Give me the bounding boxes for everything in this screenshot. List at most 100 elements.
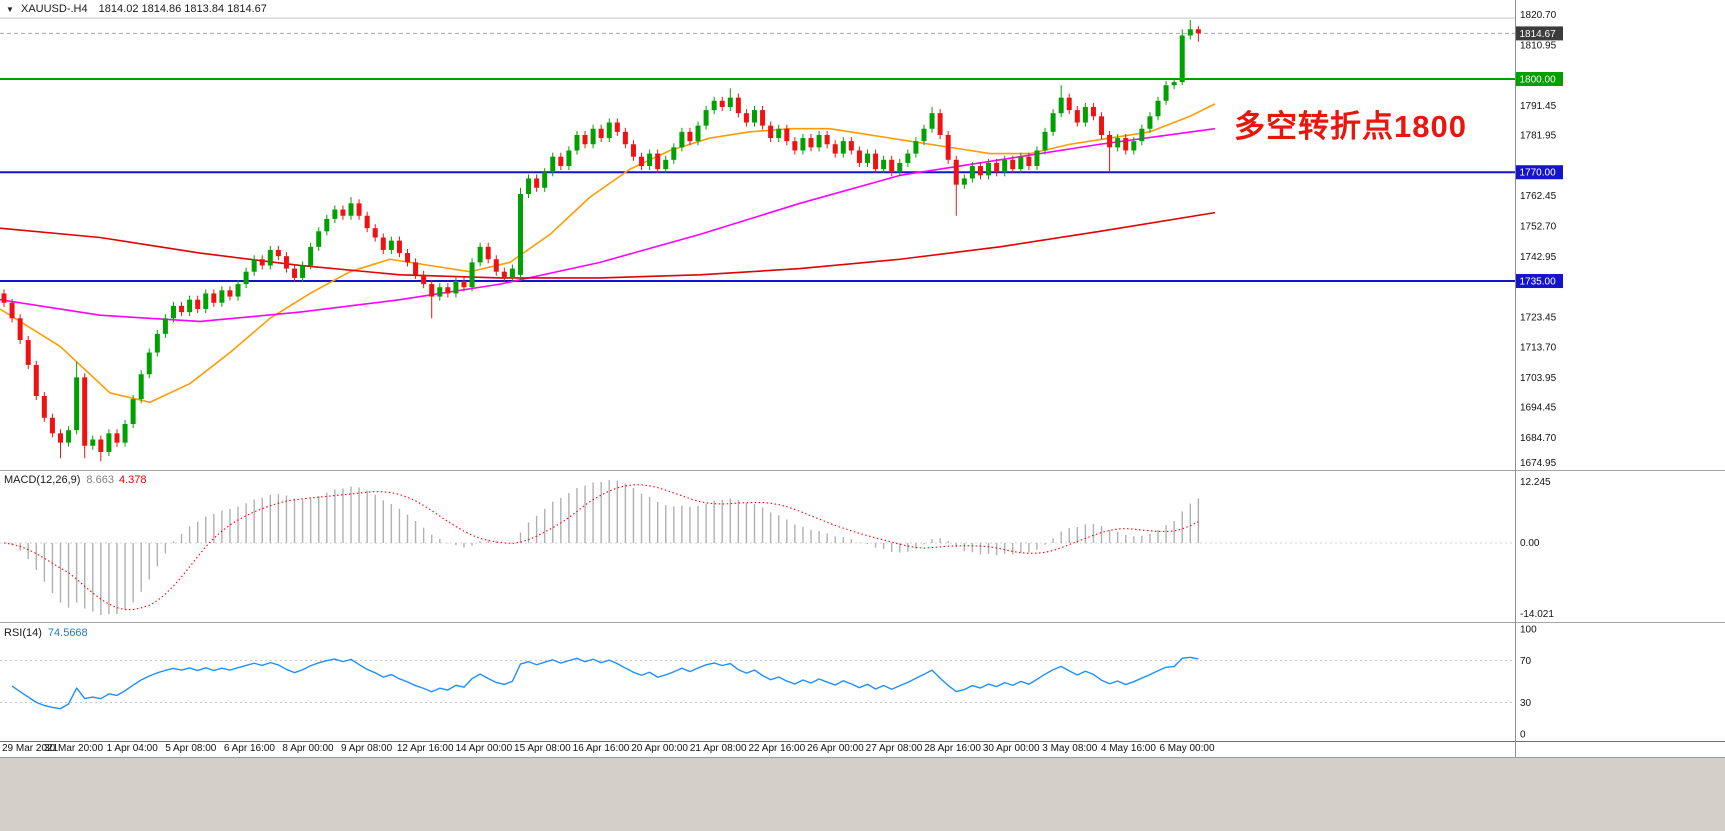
macd-axis-max: 12.245 — [1520, 477, 1551, 488]
candle — [203, 289, 209, 314]
candle — [816, 130, 822, 152]
candle — [162, 314, 168, 338]
candle — [840, 137, 846, 158]
candle — [372, 224, 378, 242]
macd-axis-min: -14.021 — [1520, 609, 1554, 620]
candle — [558, 152, 564, 171]
candle — [235, 280, 241, 301]
candle — [146, 348, 152, 379]
time-axis-label[interactable]: 29 Mar 2021 — [2, 743, 59, 754]
time-axis-label[interactable]: 21 Apr 08:00 — [690, 743, 747, 754]
time-axis-label[interactable]: 30 Apr 00:00 — [983, 743, 1040, 754]
candle — [300, 261, 306, 282]
price-axis-label: 1684.70 — [1520, 433, 1557, 444]
candle — [437, 283, 443, 301]
time-axis-label[interactable]: 6 May 00:00 — [1159, 743, 1214, 754]
chart-surface[interactable]: 1820.70 1810.95 1791.45 1781.95 1762.45 1752.… — [0, 0, 1725, 757]
time-axis-label[interactable]: 12 Apr 16:00 — [397, 743, 454, 754]
candle — [1099, 112, 1105, 139]
ma-fast-orange — [0, 103, 1216, 404]
candle — [679, 127, 685, 152]
candle — [25, 336, 31, 369]
time-axis-label[interactable]: 4 May 16:00 — [1101, 743, 1156, 754]
candle — [1090, 102, 1096, 121]
candle — [622, 127, 628, 149]
time-axis-label[interactable]: 8 Apr 00:00 — [282, 743, 334, 754]
candle — [477, 242, 483, 267]
candle — [1082, 102, 1088, 127]
candle — [316, 227, 322, 251]
time-axis-label[interactable]: 30 Mar 20:00 — [44, 743, 103, 754]
candle — [639, 152, 645, 171]
time-axis-label[interactable]: 5 Apr 08:00 — [165, 743, 217, 754]
svg-text:1770.00: 1770.00 — [1520, 168, 1557, 179]
candle — [808, 134, 814, 152]
svg-text:1735.00: 1735.00 — [1520, 277, 1557, 288]
candle — [388, 236, 394, 254]
time-axis-label[interactable]: 22 Apr 16:00 — [748, 743, 805, 754]
candle — [1115, 134, 1121, 152]
candle — [251, 255, 257, 276]
candle — [1195, 26, 1201, 42]
time-axis-label[interactable]: 9 Apr 08:00 — [341, 743, 393, 754]
candle — [881, 155, 887, 174]
candle — [550, 152, 556, 177]
candle — [396, 236, 402, 258]
candle — [945, 130, 951, 164]
candle — [82, 373, 88, 459]
candle — [526, 174, 532, 199]
candle — [848, 137, 854, 155]
candle — [275, 245, 281, 261]
chart-title[interactable]: ▼ XAUUSD-.H4 1814.02 1814.86 1813.84 181… — [6, 3, 267, 15]
time-axis-label[interactable]: 27 Apr 08:00 — [866, 743, 923, 754]
candle — [1050, 109, 1056, 136]
time-axis-label[interactable]: 1 Apr 04:00 — [107, 743, 159, 754]
time-axis-label[interactable]: 15 Apr 08:00 — [514, 743, 571, 754]
time-axis-label[interactable]: 20 Apr 00:00 — [631, 743, 688, 754]
symbol-dropdown-icon[interactable]: ▼ — [6, 5, 14, 14]
candle — [889, 155, 895, 177]
candle — [154, 329, 160, 357]
candle — [243, 267, 249, 289]
candle — [1131, 137, 1137, 155]
price-axis-label: 1674.95 — [1520, 458, 1557, 469]
candle — [719, 96, 725, 112]
time-axis-label[interactable]: 26 Apr 00:00 — [807, 743, 864, 754]
rsi-axis-label: 0 — [1520, 730, 1526, 741]
rsi-indicator-label: RSI(14) 74.5668 — [4, 627, 88, 639]
candle — [33, 360, 39, 401]
macd-main-value: 8.663 — [86, 474, 114, 486]
candle — [929, 106, 935, 133]
candle — [800, 134, 806, 155]
candle — [1010, 155, 1016, 174]
candle — [9, 298, 15, 323]
time-axis-label[interactable]: 16 Apr 16:00 — [573, 743, 630, 754]
price-badge: 1800.00 — [1516, 72, 1563, 86]
candle — [873, 149, 879, 174]
candle — [57, 429, 63, 459]
candle — [380, 233, 386, 254]
candle — [211, 289, 217, 307]
time-axis-label[interactable]: 6 Apr 16:00 — [224, 743, 276, 754]
candle — [170, 301, 176, 323]
candle — [727, 88, 733, 112]
macd-signal-value: 4.378 — [118, 474, 147, 486]
candle — [122, 419, 128, 447]
candle — [332, 205, 338, 223]
candle — [1147, 112, 1153, 133]
price-badge: 1770.00 — [1516, 165, 1563, 180]
time-axis-label[interactable]: 3 May 08:00 — [1042, 743, 1097, 754]
candle — [405, 249, 410, 267]
candle — [364, 211, 370, 233]
candle — [413, 258, 419, 279]
candle — [630, 140, 636, 161]
candle — [49, 413, 55, 438]
candle — [687, 127, 693, 146]
time-axis-label[interactable]: 28 Apr 16:00 — [924, 743, 981, 754]
candle — [421, 270, 427, 289]
price-axis-label: 1713.70 — [1520, 343, 1557, 354]
candle — [324, 214, 330, 236]
time-axis-label[interactable]: 14 Apr 00:00 — [455, 743, 512, 754]
candle — [776, 124, 782, 143]
